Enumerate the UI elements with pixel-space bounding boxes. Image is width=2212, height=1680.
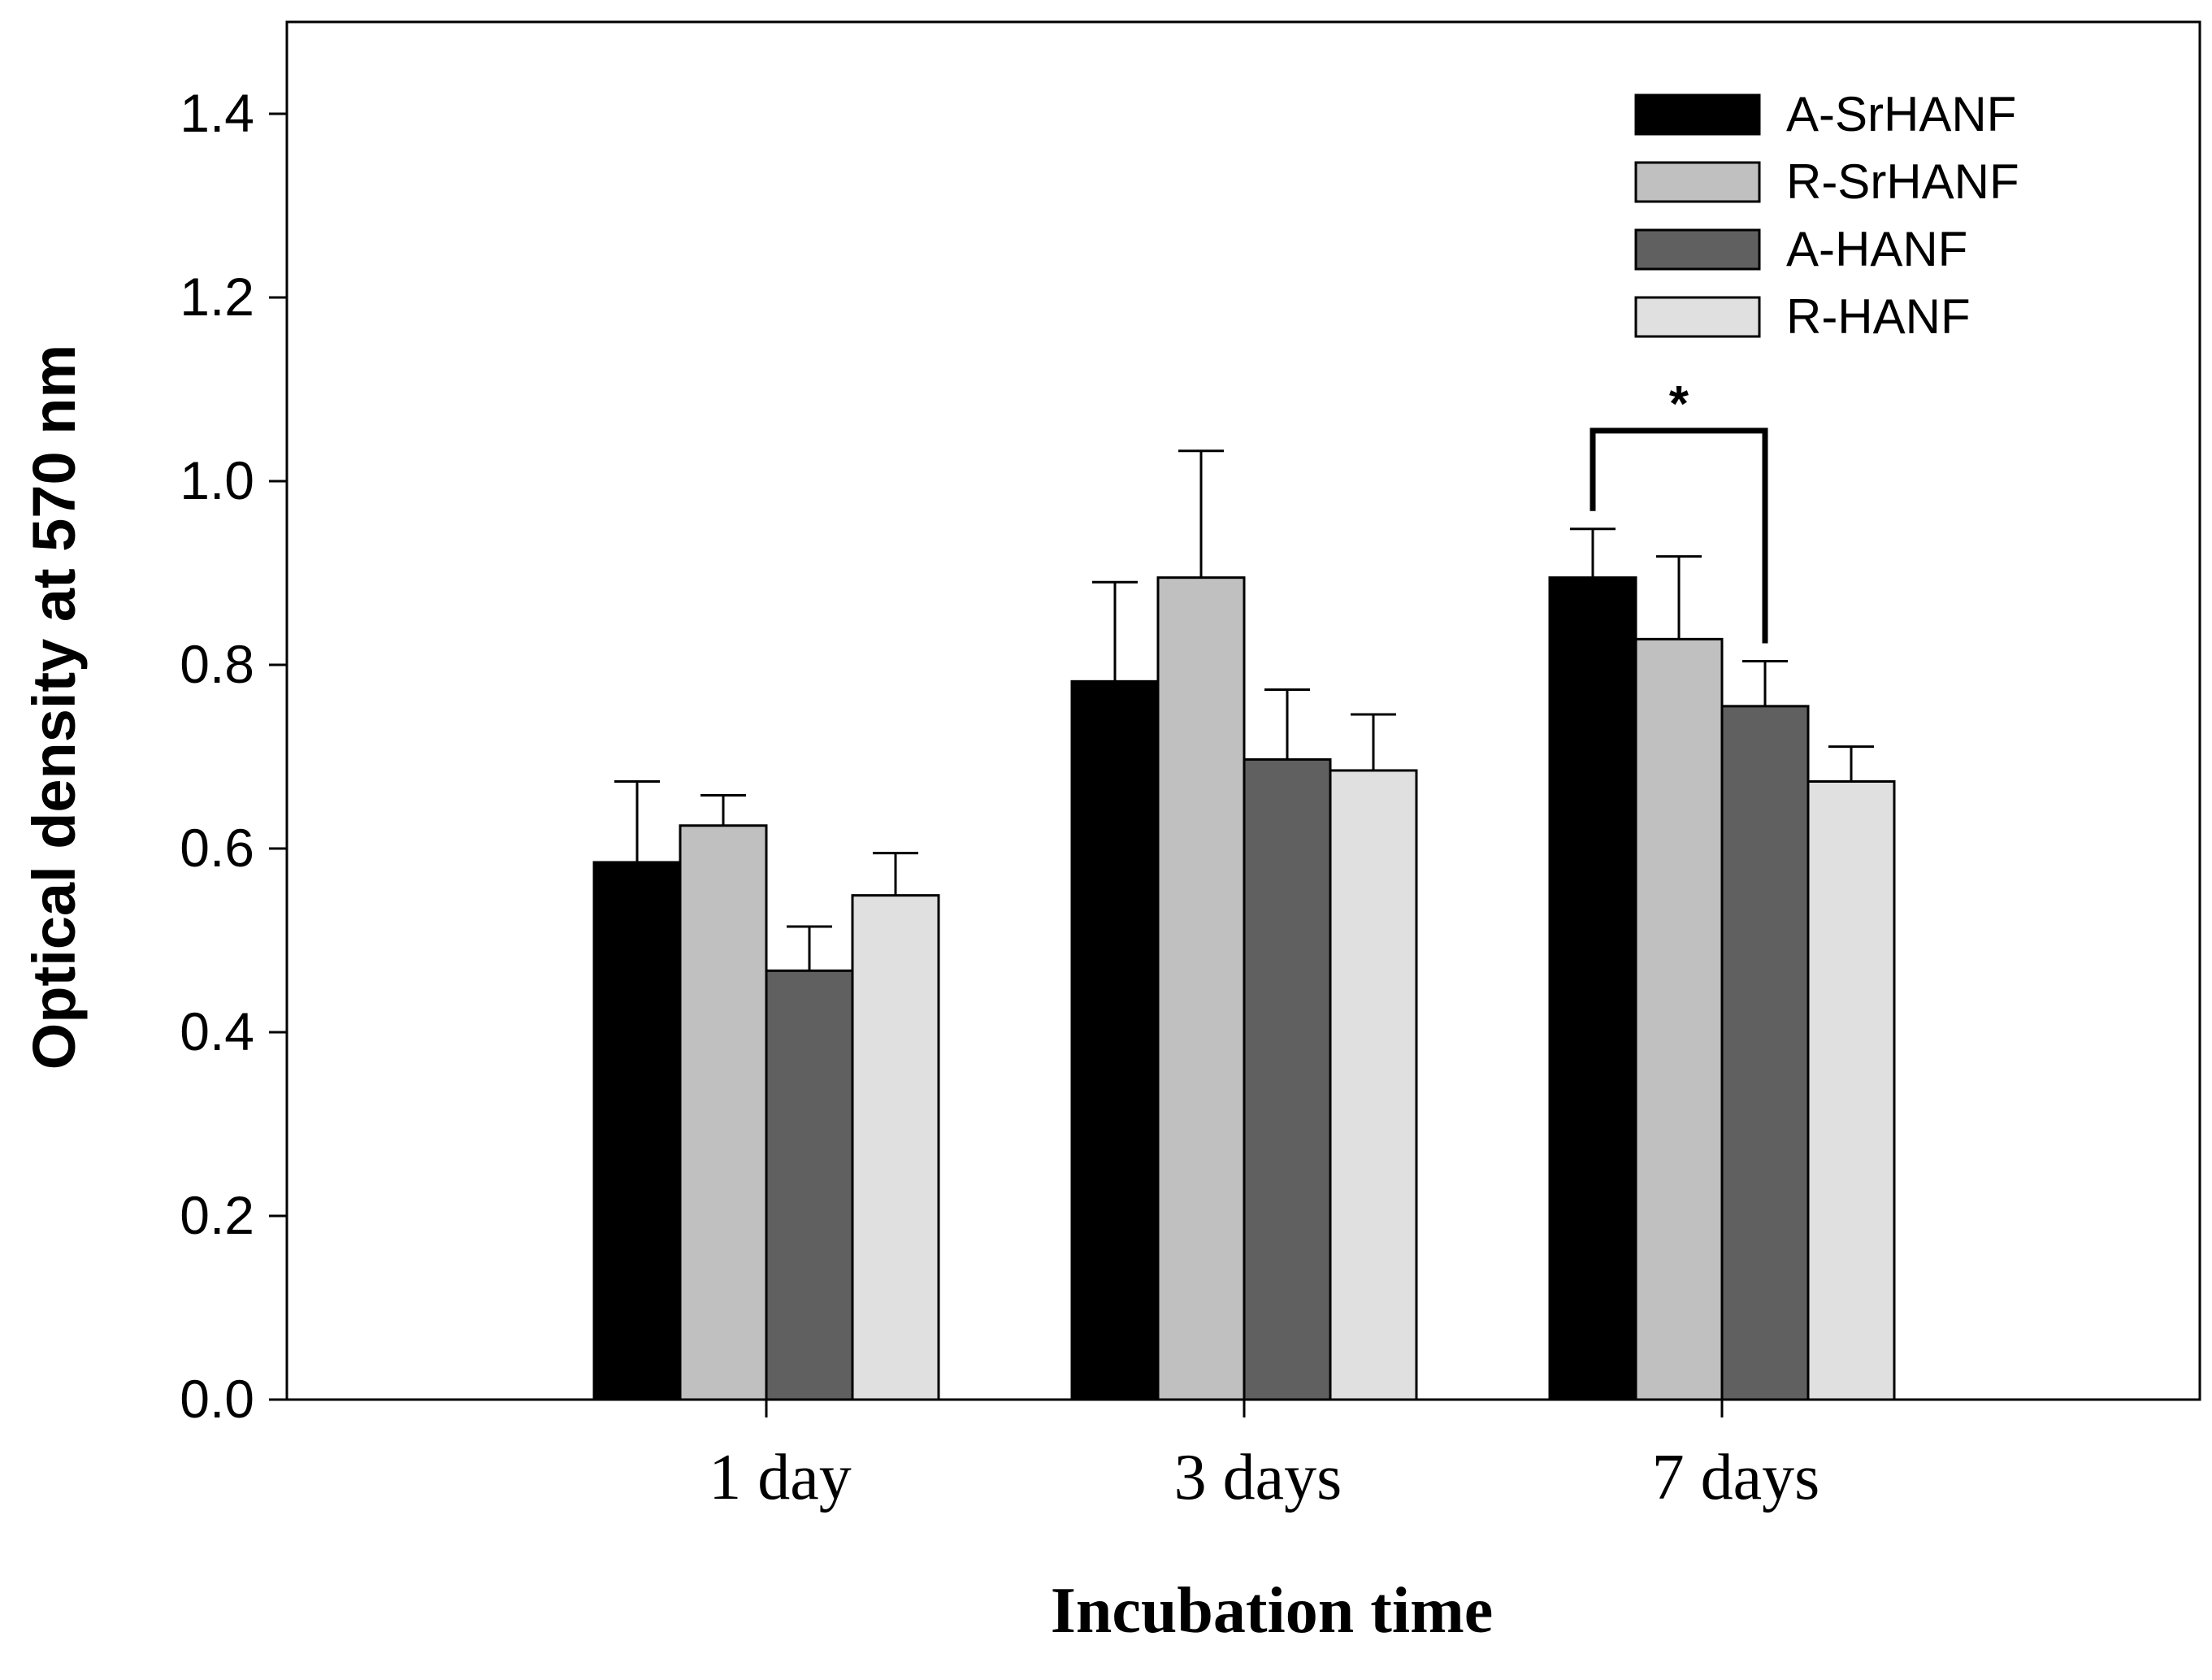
x-tick-label: 7 days	[1652, 1442, 1820, 1513]
bar-a-hanf-3	[1720, 705, 1810, 1401]
significance-bracket	[1590, 428, 1768, 644]
legend-swatch-a-srhanf	[1634, 93, 1761, 136]
bar-r-srhanf-3	[1634, 637, 1724, 1401]
y-tick-label: 1.2	[180, 267, 254, 327]
y-tick-label: 0.0	[180, 1369, 254, 1429]
bar-a-srhanf-3	[1548, 576, 1637, 1401]
bar-a-hanf-1	[765, 969, 854, 1401]
legend: A-SrHANF R-SrHANF A-HANF R-HANF	[1634, 87, 2019, 344]
annotation-layer: *	[1590, 376, 1768, 644]
x-axis-title: Incubation time	[1051, 1575, 1494, 1647]
legend-swatch-r-hanf	[1634, 296, 1761, 338]
bar-r-srhanf-2	[1156, 576, 1246, 1401]
x-tick-label: 1 day	[709, 1442, 852, 1513]
legend-label-a-hanf: A-HANF	[1786, 222, 1967, 276]
bar-a-hanf-2	[1243, 758, 1332, 1401]
y-tick-label: 0.6	[180, 818, 254, 878]
bars-layer	[592, 576, 1896, 1401]
significance-marker: *	[1669, 376, 1689, 432]
legend-swatch-a-hanf	[1634, 228, 1761, 271]
y-axis-title: Optical density at 570 nm	[20, 345, 88, 1070]
bar-r-srhanf-1	[679, 824, 768, 1401]
x-tick-label: 3 days	[1174, 1442, 1342, 1513]
bar-a-srhanf-2	[1070, 679, 1160, 1401]
legend-swatch-r-srhanf	[1634, 161, 1761, 203]
legend-label-r-srhanf: R-SrHANF	[1786, 154, 2019, 209]
bar-r-hanf-2	[1329, 769, 1418, 1401]
y-tick-label: 1.4	[180, 83, 254, 143]
y-tick-label: 1.0	[180, 450, 254, 510]
error-bars-layer	[614, 449, 1874, 971]
axes-layer: 0.0 0.2 0.4 0.6 0.8 1.0 1.2 1.4 1 day 3 days 7 day…	[180, 83, 1819, 1513]
y-tick-label: 0.4	[180, 1001, 254, 1061]
bar-r-hanf-3	[1806, 780, 1896, 1401]
bar-a-srhanf-1	[592, 861, 682, 1401]
bar-r-hanf-1	[851, 894, 940, 1401]
legend-label-a-srhanf: A-SrHANF	[1786, 87, 2016, 141]
y-tick-label: 0.8	[180, 634, 254, 694]
y-tick-label: 0.2	[180, 1185, 254, 1245]
legend-label-r-hanf: R-HANF	[1786, 289, 1971, 344]
